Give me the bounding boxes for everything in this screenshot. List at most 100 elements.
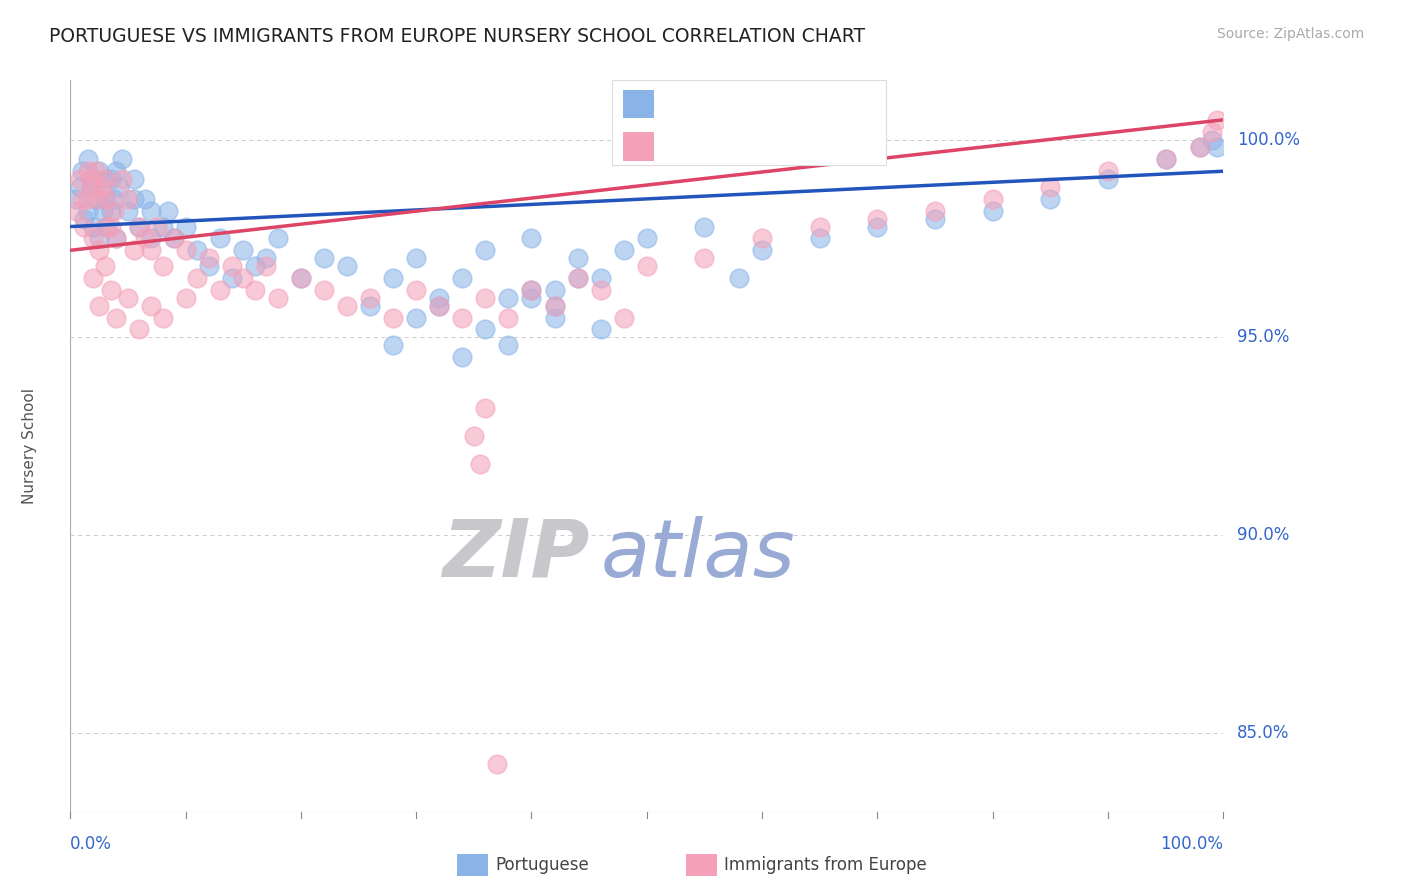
Point: [152, 219, 174, 234]
Point: [336, 259, 359, 273]
Point: [209, 283, 232, 297]
Point: [65, 192, 87, 206]
Text: 83: 83: [841, 95, 863, 113]
Point: [232, 244, 254, 258]
Point: [312, 283, 335, 297]
Point: [82, 271, 104, 285]
Point: [221, 259, 243, 273]
Point: [1154, 153, 1177, 167]
Point: [267, 291, 290, 305]
Text: R =: R =: [664, 137, 695, 155]
Text: 0.122: 0.122: [717, 95, 769, 113]
Point: [405, 310, 427, 325]
Point: [267, 231, 290, 245]
Point: [520, 291, 543, 305]
Point: [111, 153, 134, 167]
Point: [1039, 180, 1062, 194]
Point: [87, 299, 111, 313]
Point: [1201, 125, 1223, 139]
Point: [105, 164, 128, 178]
Text: 80: 80: [841, 137, 863, 155]
Point: [427, 299, 450, 313]
Text: 100.0%: 100.0%: [1237, 130, 1301, 149]
Point: [139, 244, 162, 258]
Point: [1097, 164, 1119, 178]
Text: 0.207: 0.207: [717, 137, 769, 155]
Point: [1201, 132, 1223, 146]
Point: [359, 299, 381, 313]
Point: [474, 291, 496, 305]
Point: [359, 291, 381, 305]
Text: 90.0%: 90.0%: [1237, 526, 1289, 544]
Point: [197, 259, 219, 273]
Text: Nursery School: Nursery School: [22, 388, 38, 504]
Point: [94, 172, 117, 186]
Point: [105, 310, 128, 325]
Point: [613, 310, 636, 325]
Point: [866, 219, 889, 234]
Point: [567, 251, 589, 265]
Point: [76, 153, 98, 167]
Point: [82, 180, 104, 194]
Point: [243, 283, 266, 297]
Point: [163, 231, 186, 245]
Point: [70, 192, 93, 206]
Point: [96, 192, 118, 206]
Point: [543, 283, 565, 297]
Point: [290, 271, 312, 285]
Point: [139, 203, 162, 218]
Point: [186, 271, 208, 285]
Point: [163, 231, 186, 245]
Point: [498, 291, 520, 305]
Point: [65, 203, 87, 218]
Point: [728, 271, 751, 285]
Point: [117, 192, 139, 206]
Point: [589, 283, 612, 297]
Point: [312, 251, 335, 265]
Point: [427, 291, 450, 305]
Point: [1189, 140, 1212, 154]
Point: [80, 172, 103, 186]
Point: [152, 310, 174, 325]
Text: 100.0%: 100.0%: [1160, 836, 1223, 854]
Point: [1154, 153, 1177, 167]
Point: [451, 310, 474, 325]
Point: [76, 164, 98, 178]
Point: [254, 251, 277, 265]
Point: [122, 192, 145, 206]
Point: [94, 219, 117, 234]
Point: [520, 231, 543, 245]
Point: [981, 203, 1004, 218]
Point: [134, 231, 156, 245]
Text: N =: N =: [787, 137, 818, 155]
Point: [84, 192, 107, 206]
Point: [70, 164, 93, 178]
Point: [209, 231, 232, 245]
Point: [498, 310, 520, 325]
Point: [613, 244, 636, 258]
Text: ZIP: ZIP: [441, 516, 589, 594]
Point: [543, 299, 565, 313]
Point: [111, 172, 134, 186]
Point: [751, 244, 773, 258]
Point: [94, 259, 117, 273]
Point: [474, 401, 496, 416]
Text: Immigrants from Europe: Immigrants from Europe: [724, 856, 927, 874]
Point: [808, 219, 831, 234]
Point: [69, 180, 91, 194]
Point: [232, 271, 254, 285]
Text: PORTUGUESE VS IMMIGRANTS FROM EUROPE NURSERY SCHOOL CORRELATION CHART: PORTUGUESE VS IMMIGRANTS FROM EUROPE NUR…: [49, 27, 865, 45]
Text: Source: ZipAtlas.com: Source: ZipAtlas.com: [1216, 27, 1364, 41]
Point: [117, 203, 139, 218]
Point: [981, 192, 1004, 206]
Point: [382, 310, 405, 325]
Point: [866, 211, 889, 226]
Point: [87, 192, 111, 206]
Point: [1097, 172, 1119, 186]
Point: [485, 757, 508, 772]
Point: [100, 172, 122, 186]
Point: [636, 231, 658, 245]
Point: [103, 203, 125, 218]
Text: Portuguese: Portuguese: [495, 856, 589, 874]
Point: [751, 231, 773, 245]
